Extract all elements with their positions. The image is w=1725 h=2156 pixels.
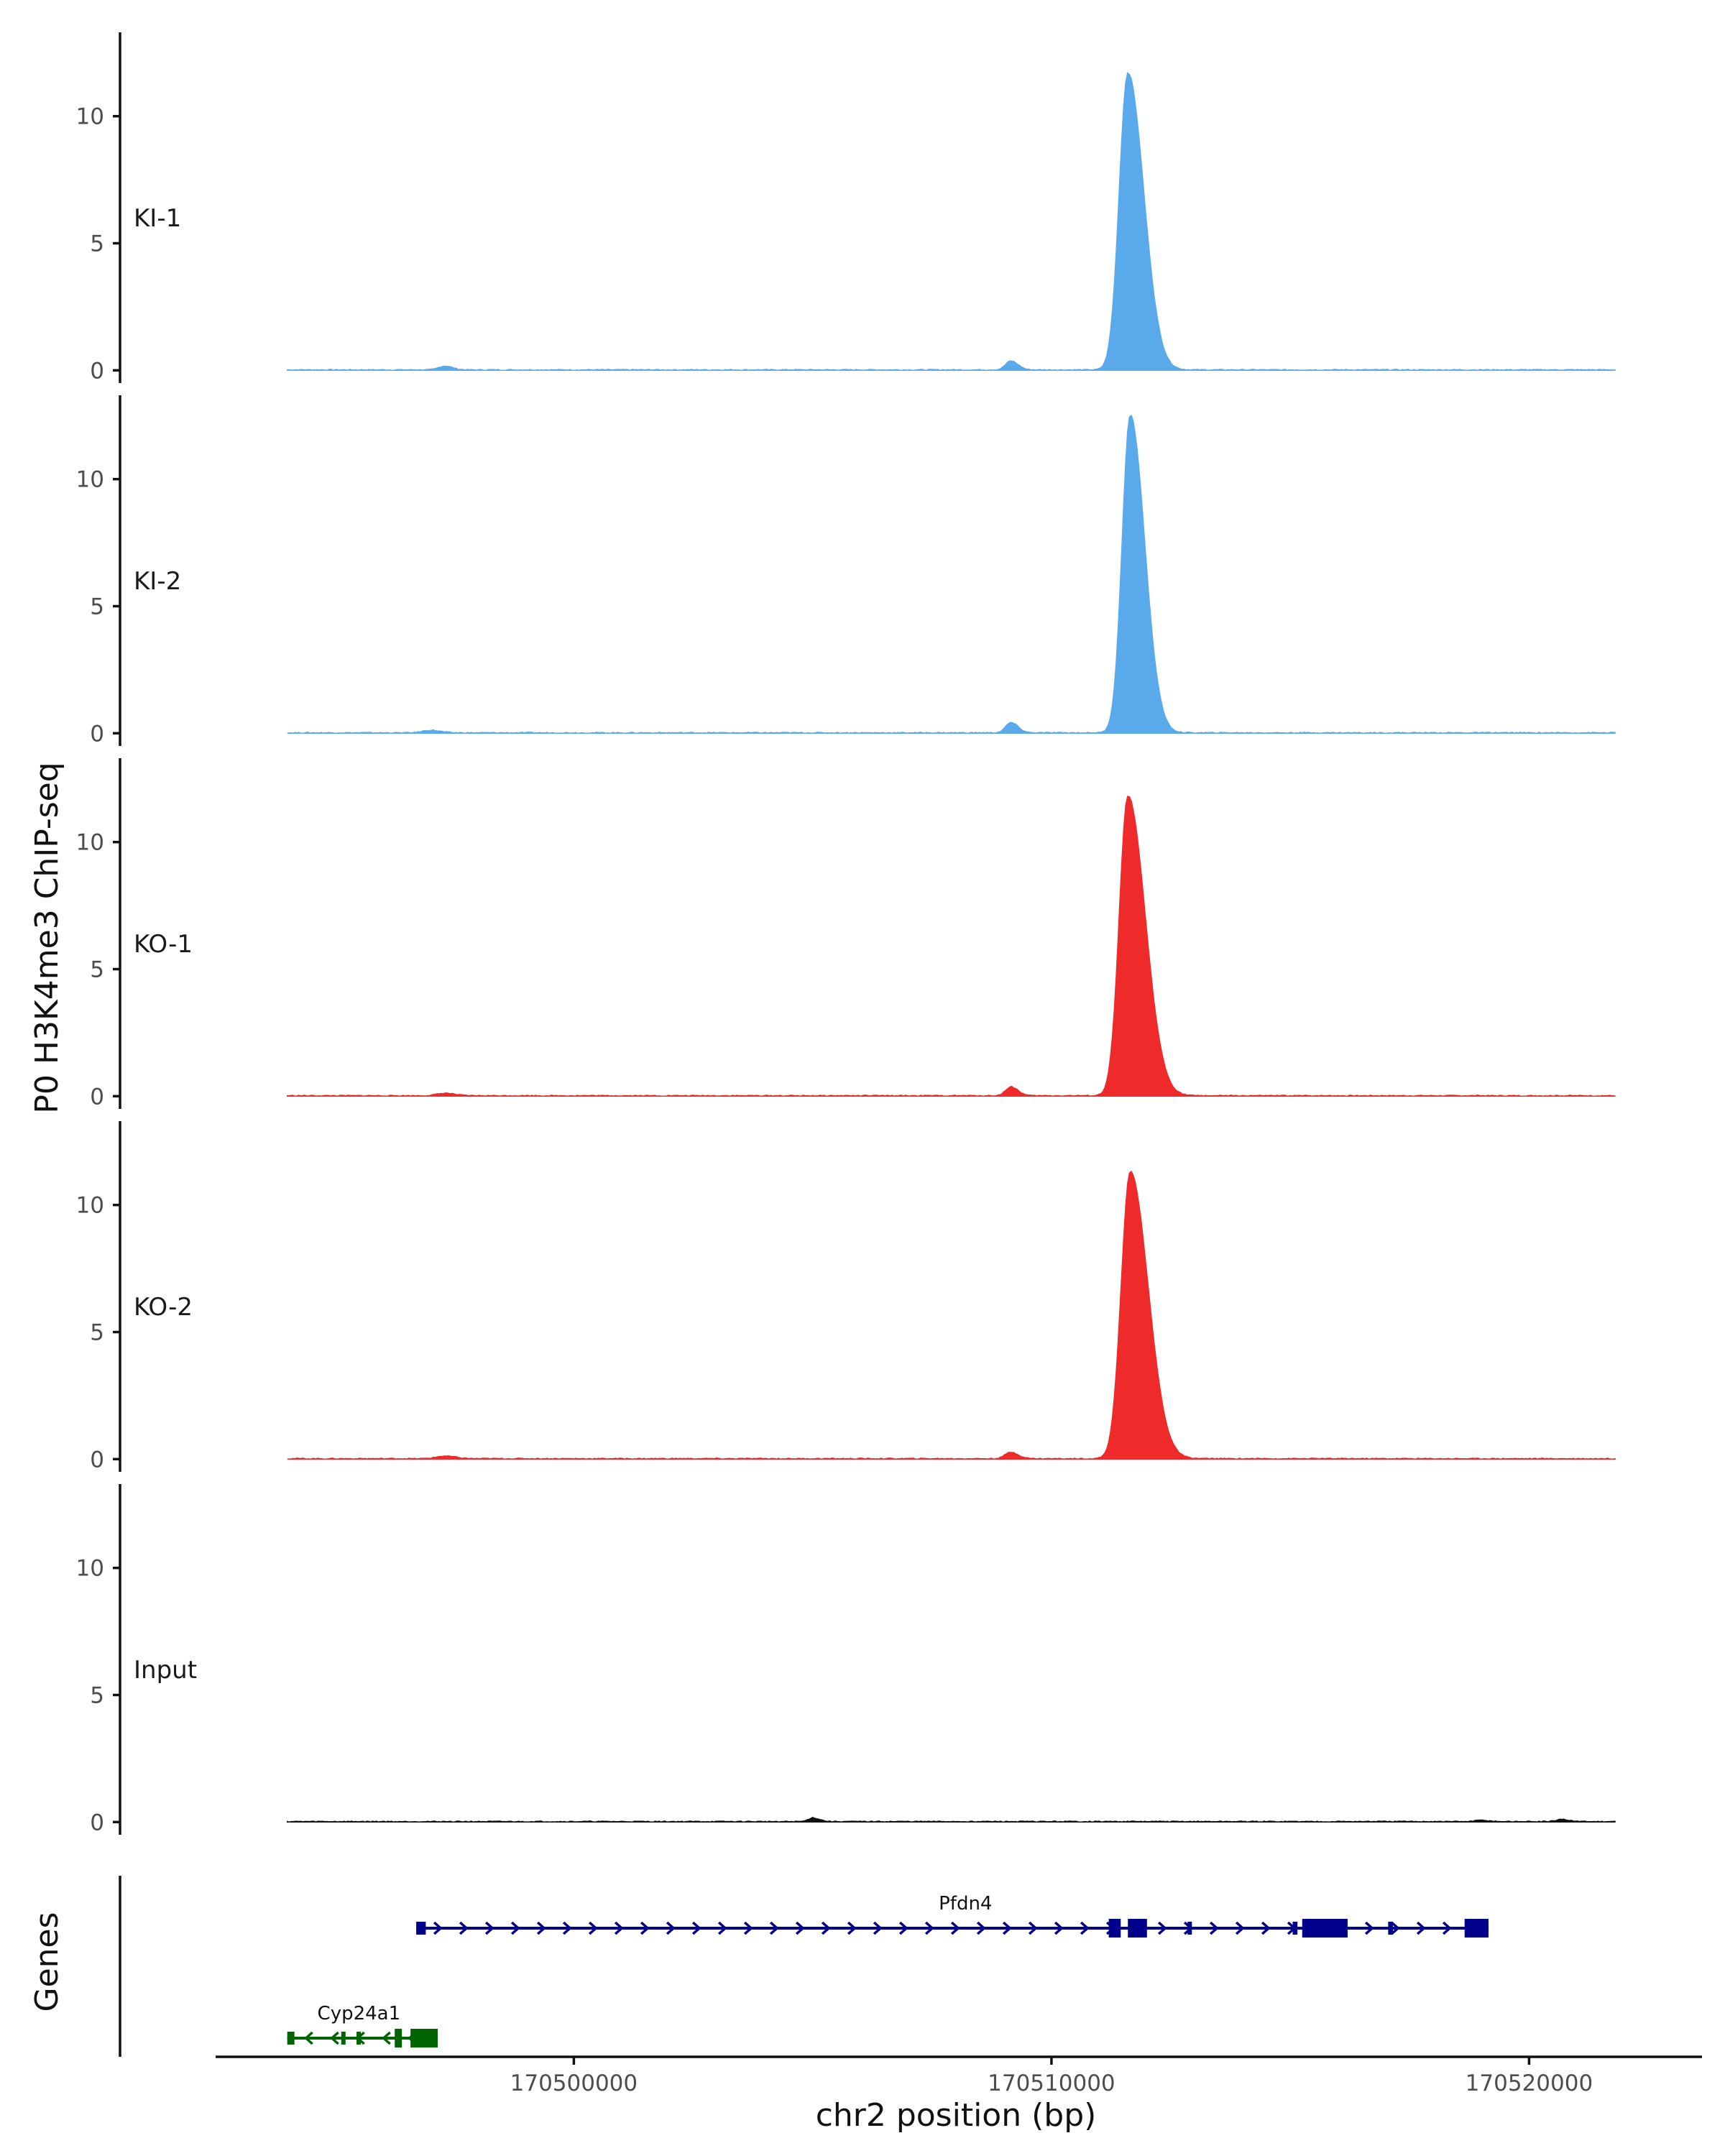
gene-cyp24a1: Cyp24a1 [287, 2003, 438, 2047]
track-ki-1: 0 5 10 KI-1 [76, 32, 1616, 384]
signal-area-ko-2 [287, 1170, 1616, 1460]
strand-arrow [562, 1921, 572, 1935]
track-label-ki-2: KI-2 [134, 567, 181, 596]
strand-arrow [1364, 1921, 1374, 1935]
strand-arrow [382, 2031, 391, 2045]
y-tick-label: 0 [90, 1810, 104, 1835]
y-tick-label: 0 [90, 1447, 104, 1473]
y-tick-label: 10 [76, 830, 104, 856]
gene-name-label: Pfdn4 [939, 1893, 992, 1915]
track-label-input: Input [134, 1656, 197, 1685]
strand-arrow [743, 1921, 753, 1935]
gene-exon [416, 1922, 426, 1935]
strand-arrow [433, 1921, 443, 1935]
gene-exon [1108, 1919, 1121, 1938]
strand-arrow [795, 1921, 805, 1935]
strand-arrow [1235, 1921, 1245, 1935]
track-input: 0 5 10 Input [76, 1484, 1616, 1835]
x-tick-label: 170500000 [510, 2070, 638, 2096]
y-tick-label: 10 [76, 104, 104, 130]
x-axis-title: chr2 position (bp) [816, 2097, 1097, 2134]
strand-arrow [510, 1921, 520, 1935]
strand-arrow [666, 1921, 676, 1935]
strand-arrow [536, 1921, 546, 1935]
x-axis: 170500000 170510000 170520000 [216, 2055, 1702, 2096]
strand-arrow [304, 2031, 313, 2045]
y-axis-title: P0 H3K4me3 ChIP-seq [29, 762, 65, 1113]
y-tick-label: 0 [90, 358, 104, 384]
y-tick-label: 5 [90, 594, 104, 620]
gene-exon [356, 2032, 362, 2045]
strand-arrow [459, 1921, 469, 1935]
track-label-ki-1: KI-1 [134, 204, 181, 233]
track-ko-1: 0 5 10 KO-1 [76, 758, 1616, 1110]
y-tick-label: 0 [90, 1084, 104, 1110]
gene-pfdn4: Pfdn4 [416, 1893, 1489, 1938]
strand-arrow [1028, 1921, 1038, 1935]
strand-arrow [1002, 1921, 1012, 1935]
strand-arrow [1442, 1921, 1452, 1935]
gene-exon [1187, 1922, 1192, 1935]
y-tick-label: 5 [90, 231, 104, 257]
strand-arrow [950, 1921, 960, 1935]
strand-arrow [1080, 1921, 1090, 1935]
genes-track: Pfdn4 Cyp24a1 [119, 1876, 1489, 2057]
y-tick-label: 5 [90, 1683, 104, 1709]
strand-arrow [1390, 1921, 1400, 1935]
strand-arrow [769, 1921, 779, 1935]
signal-area-input [286, 1816, 1616, 1823]
gene-exon [1128, 1919, 1147, 1938]
y-tick-label: 5 [90, 957, 104, 983]
strand-arrow [1157, 1921, 1167, 1935]
strand-arrow [873, 1921, 883, 1935]
strand-arrow [1054, 1921, 1064, 1935]
x-tick-label: 170520000 [1466, 2070, 1593, 2096]
strand-arrow [821, 1921, 831, 1935]
gene-exon [341, 2032, 346, 2045]
strand-arrow [691, 1921, 702, 1935]
gene-exon [1388, 1922, 1394, 1935]
gene-exon [1302, 1919, 1348, 1938]
strand-arrow [976, 1921, 986, 1935]
track-ki-2: 0 5 10 KI-2 [76, 395, 1616, 747]
signal-area-ki-2 [287, 415, 1616, 734]
y-tick-label: 10 [76, 1193, 104, 1219]
gene-exon [1464, 1919, 1489, 1938]
track-ko-2: 0 5 10 KO-2 [76, 1121, 1616, 1473]
gene-exon [395, 2029, 402, 2047]
strand-arrow [588, 1921, 598, 1935]
strand-arrow [924, 1921, 934, 1935]
strand-arrow [898, 1921, 908, 1935]
signal-area-ko-1 [286, 796, 1616, 1097]
y-tick-label: 5 [90, 1320, 104, 1346]
y-tick-label: 10 [76, 1556, 104, 1582]
signal-area-ki-1 [286, 72, 1616, 372]
strand-arrow [640, 1921, 650, 1935]
gene-exon [1292, 1922, 1298, 1935]
genes-axis-title: Genes [29, 1912, 65, 2012]
track-label-ko-1: KO-1 [134, 930, 193, 959]
gene-name-label: Cyp24a1 [318, 2003, 401, 2024]
gene-exon [410, 2029, 438, 2047]
gene-exon [287, 2032, 295, 2045]
strand-arrow [717, 1921, 727, 1935]
strand-arrow [847, 1921, 857, 1935]
track-label-ko-2: KO-2 [134, 1293, 193, 1322]
y-tick-label: 0 [90, 721, 104, 747]
strand-arrow [1209, 1921, 1219, 1935]
signal-tracks: 0 5 10 KI-1 0 5 10 KI-2 0 5 10 KO-1 0 5 10 KO-2 0 5 10 Inpu… [76, 32, 1616, 1835]
strand-arrow [1416, 1921, 1426, 1935]
strand-arrow [330, 2031, 339, 2045]
strand-arrow [614, 1921, 624, 1935]
x-tick-label: 170510000 [988, 2070, 1116, 2096]
strand-arrow [1261, 1921, 1271, 1935]
strand-arrow [484, 1921, 494, 1935]
y-tick-label: 10 [76, 467, 104, 493]
